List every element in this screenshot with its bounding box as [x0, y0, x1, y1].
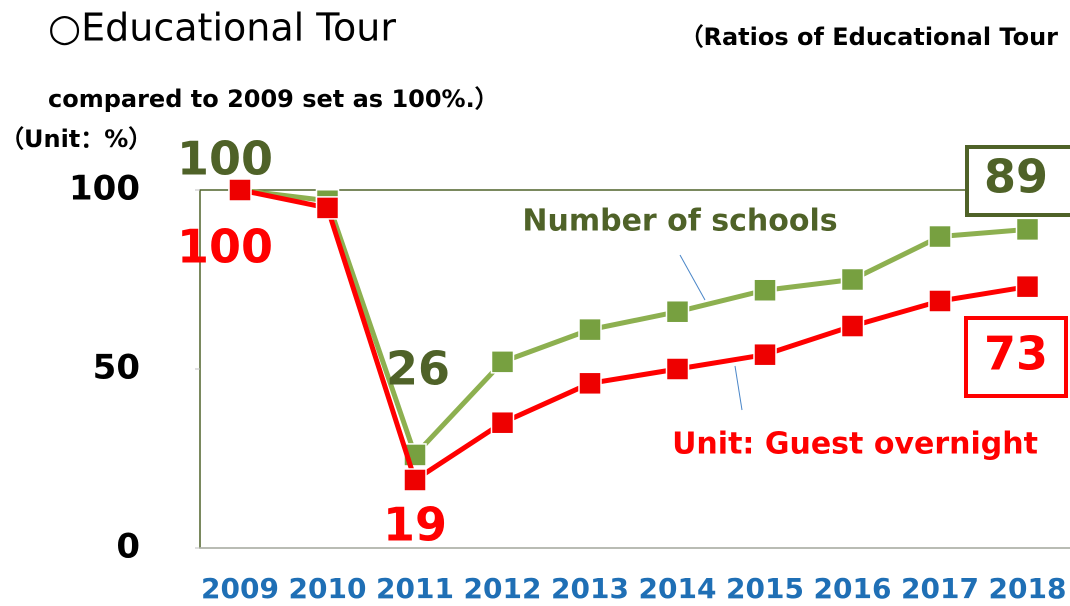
- y-tick-label: 0: [116, 527, 140, 567]
- data-label: 19: [383, 498, 447, 552]
- y-axis-label: （Unit：%）: [0, 125, 152, 153]
- annotation-leader: [679, 254, 706, 301]
- point-marker: [928, 289, 952, 313]
- label-box: [964, 316, 1068, 398]
- x-tick-label: 2015: [726, 572, 804, 605]
- x-tick-label: 2014: [639, 572, 717, 605]
- point-marker: [840, 314, 865, 338]
- x-tick-label: 2016: [814, 572, 892, 605]
- label-box: [965, 145, 1070, 217]
- point-marker: [578, 317, 602, 342]
- point-marker: [753, 278, 777, 302]
- point-marker: [228, 178, 252, 202]
- point-marker: [490, 350, 515, 374]
- point-marker: [753, 342, 777, 367]
- point-marker: [1015, 217, 1040, 242]
- point-marker: [315, 196, 340, 220]
- data-label: 100: [177, 220, 273, 274]
- x-tick-label: 2013: [551, 572, 629, 605]
- annotation-leader: [734, 365, 743, 411]
- series-name: Number of schools: [522, 204, 837, 239]
- series-line: [239, 187, 1028, 458]
- x-tick-label: 2018: [989, 572, 1067, 605]
- y-tick-label: 100: [69, 169, 140, 209]
- x-tick-label: 2012: [464, 572, 542, 605]
- x-tick-label: 2009: [201, 572, 279, 605]
- chart-subtitle: （Ratios of Educational Tour: [679, 23, 1058, 51]
- point-marker: [403, 468, 427, 492]
- x-tick-label: 2011: [376, 572, 454, 605]
- series-line: [239, 187, 1028, 483]
- point-marker: [490, 410, 515, 435]
- x-tick-label: 2017: [901, 572, 979, 605]
- series-name: Unit: Guest overnight: [672, 427, 1038, 462]
- point-marker: [578, 371, 602, 396]
- chart-title: ○Educational Tour: [48, 6, 396, 50]
- data-label: 73: [984, 327, 1048, 381]
- data-label: 100: [177, 132, 273, 186]
- point-marker: [665, 357, 690, 381]
- point-marker: [665, 299, 690, 324]
- point-marker: [928, 224, 952, 249]
- point-marker: [840, 267, 865, 292]
- y-tick-label: 50: [93, 348, 140, 388]
- x-tick-label: 2010: [289, 572, 367, 605]
- chart-subtitle: compared to 2009 set as 100%.）: [48, 85, 499, 113]
- data-label: 26: [386, 342, 450, 396]
- point-marker: [1015, 274, 1040, 299]
- data-label: 89: [984, 150, 1048, 204]
